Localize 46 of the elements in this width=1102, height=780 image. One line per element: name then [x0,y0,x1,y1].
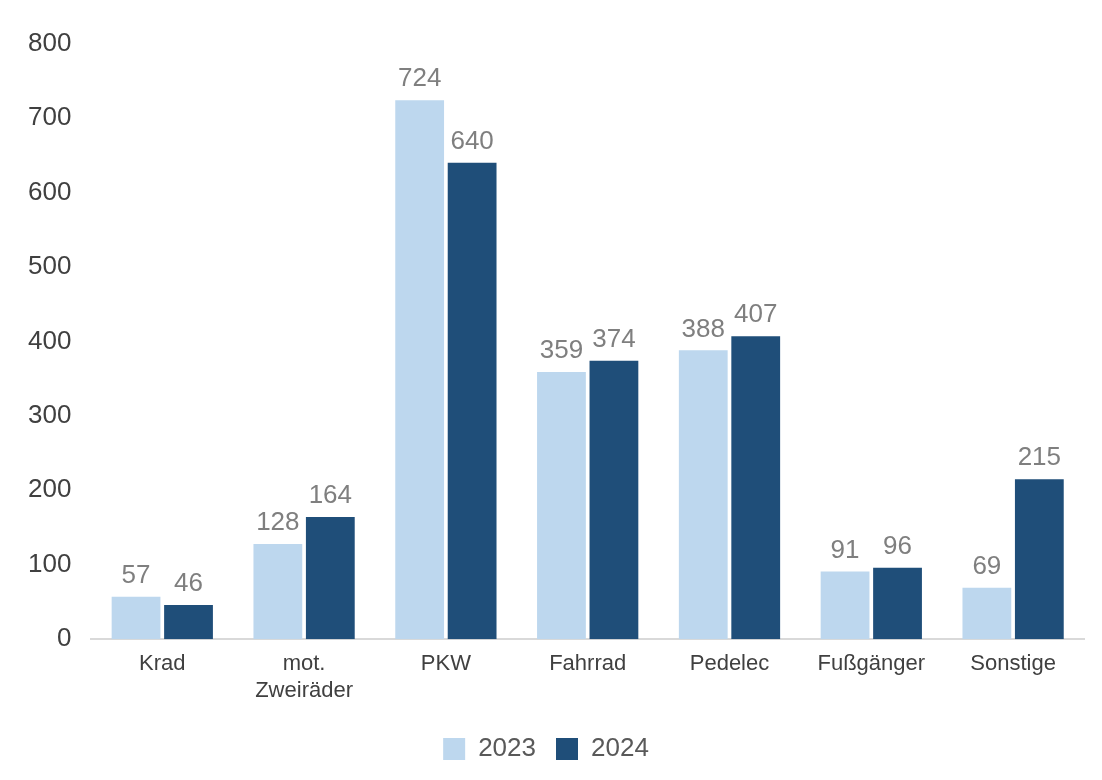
data-label: 57 [121,558,151,589]
bar [537,371,586,640]
bar [678,350,728,640]
y-tick-label: 200 [27,473,72,504]
data-label: 724 [397,62,442,93]
y-tick-label: 0 [56,622,72,653]
data-label: 69 [972,550,1002,580]
legend-label: 2024 [591,732,649,763]
y-tick-label: 400 [27,324,72,355]
bar [589,360,639,640]
data-label: 359 [539,334,584,365]
bar [820,571,870,640]
x-tick-label: mot. Zweiräder [255,650,353,702]
y-tick-label: 600 [27,175,72,206]
data-label: 374 [592,322,636,353]
x-tick-label: Fußgänger [817,650,926,676]
data-label: 407 [734,298,778,329]
data-label: 215 [1017,441,1062,472]
data-label: 164 [308,479,353,510]
y-tick-label: 300 [27,399,72,430]
legend-label: 2023 [478,732,536,763]
y-tick-label: 500 [27,250,72,281]
bar [111,596,161,640]
y-tick-label: 700 [27,101,72,132]
data-label: 128 [256,506,300,537]
bar [731,336,781,640]
bar [164,604,213,640]
x-tick-label: Sonstige [970,650,1056,676]
bar [447,162,497,640]
data-label: 91 [830,533,860,564]
y-tick-label: 100 [27,547,72,578]
x-tick-label: Pedelec [689,650,770,676]
bar [1014,479,1064,640]
x-tick-label: Fahrrad [549,650,627,676]
bar [253,543,303,640]
bar [873,567,922,640]
data-label: 640 [450,124,494,155]
x-tick-label: PKW [420,650,472,676]
x-tick-label: Krad [139,650,186,676]
data-label: 96 [883,529,912,560]
bar [395,100,445,640]
data-label: 46 [174,567,203,598]
bar [962,587,1012,640]
data-label: 388 [681,312,725,343]
y-tick-label: 800 [27,26,72,57]
bar [305,517,355,640]
